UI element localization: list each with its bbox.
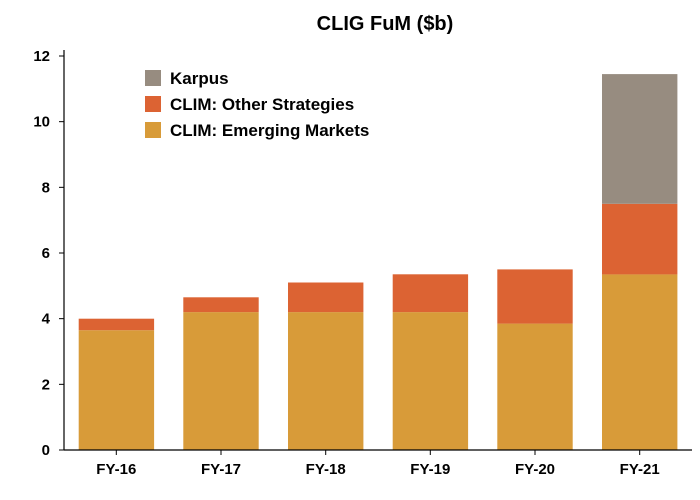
y-tick-label: 2	[42, 376, 50, 393]
y-tick-label: 10	[33, 114, 50, 131]
chart-title: CLIG FuM ($b)	[317, 13, 454, 35]
bar-fy-21-series-2	[602, 74, 678, 204]
legend-label: Karpus	[170, 69, 229, 88]
bar-fy-18-series-0	[288, 312, 364, 450]
bar-fy-17-series-1	[183, 297, 259, 313]
legend-swatch	[145, 122, 161, 138]
bar-fy-20-series-1	[497, 269, 573, 324]
legend-label: CLIM: Emerging Markets	[170, 121, 369, 140]
bar-fy-16-series-1	[78, 318, 155, 331]
legend: Karpus CLIM: Other Strategies CLIM: Emergi…	[145, 69, 369, 140]
x-tick-label: FY-17	[201, 461, 241, 478]
bar-fy-16-series-0	[78, 330, 155, 450]
x-tick-label: FY-18	[306, 461, 346, 478]
y-tick-label: 6	[42, 245, 50, 262]
bar-fy-20-series-0	[497, 323, 573, 450]
bar-fy-21-series-0	[602, 274, 678, 450]
axes-group: FY-16 FY-17 FY-18 FY-19 FY-20 FY-21 0 2 4 6 8 10 12	[33, 48, 692, 478]
legend-swatch	[145, 70, 161, 86]
bars-group	[78, 74, 678, 450]
x-tick-label: FY-16	[96, 461, 136, 478]
legend-swatch	[145, 96, 161, 112]
bar-fy-19-series-0	[392, 312, 469, 450]
x-tick-label: FY-20	[515, 461, 555, 478]
y-tick-label: 12	[33, 48, 50, 65]
y-tick-label: 8	[42, 179, 50, 196]
bar-fy-18-series-1	[288, 282, 364, 313]
y-tick-label: 4	[42, 311, 51, 328]
bar-fy-17-series-0	[183, 312, 259, 450]
y-tick-label: 0	[42, 442, 50, 459]
x-tick-label: FY-19	[410, 461, 450, 478]
x-tick-label: FY-21	[620, 461, 660, 478]
bar-fy-21-series-1	[602, 203, 678, 275]
legend-label: CLIM: Other Strategies	[170, 95, 354, 114]
bar-fy-19-series-1	[392, 274, 469, 313]
